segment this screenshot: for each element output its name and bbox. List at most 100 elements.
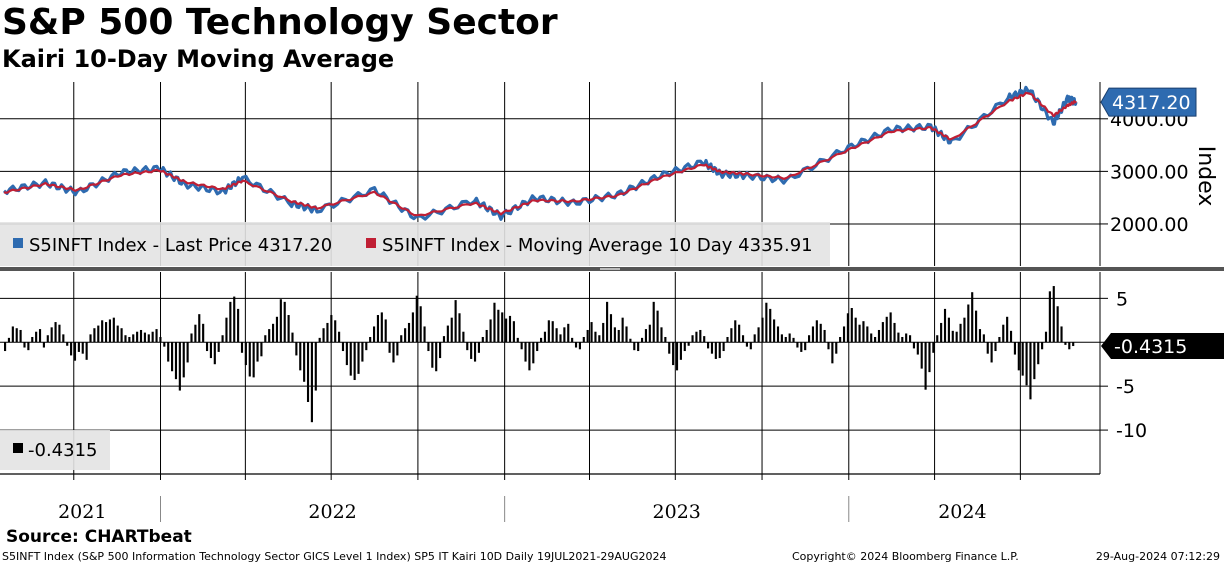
kairi-bar: [19, 329, 22, 343]
kairi-bar: [178, 342, 181, 391]
kairi-bar: [171, 342, 174, 372]
kairi-bar: [27, 342, 30, 351]
kairi-bar: [629, 338, 632, 343]
kairi-bar: [349, 342, 352, 376]
kairi-bar: [905, 333, 908, 343]
bottom-panel-bars: [4, 286, 1075, 423]
kairi-bar: [1017, 342, 1020, 371]
kairi-bar: [637, 342, 640, 352]
kairi-bar: [423, 326, 426, 343]
kairi-bar: [625, 326, 628, 343]
kairi-bar: [940, 322, 943, 343]
kairi-bar: [42, 342, 45, 348]
kairi-bar: [547, 320, 550, 343]
kairi-bar: [1002, 324, 1005, 343]
kairi-bar: [811, 326, 815, 343]
kairi-bar: [147, 334, 150, 343]
kairi-bar: [268, 329, 271, 343]
kairi-bar: [54, 322, 57, 343]
kairi-bar: [190, 333, 193, 343]
x-year-label-2024: 2024: [938, 501, 986, 523]
kairi-bar: [205, 342, 209, 352]
series-line-moving-average: [3, 91, 1077, 217]
kairi-bar: [38, 329, 42, 343]
kairi-bar: [982, 334, 985, 343]
kairi-bar: [505, 318, 508, 343]
kairi-bar: [291, 332, 294, 343]
kairi-bar: [306, 342, 310, 402]
x-axis: 2021 2022 2023 2024: [0, 473, 1100, 523]
kairi-bar: [66, 342, 69, 346]
kairi-bar: [726, 336, 729, 343]
kairi-bar: [470, 342, 473, 359]
kairi-bar: [975, 310, 978, 343]
kairi-bar: [431, 342, 434, 368]
panel-divider-grip[interactable]: [600, 268, 620, 270]
kairi-bar: [633, 342, 636, 351]
kairi-bar: [85, 342, 88, 360]
kairi-bar: [435, 342, 438, 372]
kairi-bar: [831, 342, 834, 364]
kairi-bar: [497, 309, 500, 343]
kairi-bar: [897, 332, 900, 343]
kairi-bar: [823, 329, 826, 343]
kairi-bar: [722, 342, 725, 352]
kairi-bar: [862, 321, 865, 343]
kairi-bar: [792, 337, 795, 343]
x-year-label-2021: 2021: [58, 501, 106, 523]
kairi-bar: [299, 342, 302, 371]
bottom-legend: -0.4315: [0, 430, 110, 470]
kairi-bar: [920, 342, 923, 369]
kairi-bar: [714, 342, 717, 359]
kairi-bar: [198, 314, 201, 343]
kairi-bar: [318, 337, 321, 343]
kairi-bar: [365, 342, 368, 351]
kairi-bar: [741, 335, 745, 343]
kairi-bar: [932, 342, 935, 353]
kairi-bar: [369, 336, 372, 343]
kairi-bar: [738, 324, 741, 343]
kairi-bar: [330, 315, 333, 343]
kairi-bar: [644, 329, 648, 343]
kairi-bar: [870, 333, 873, 343]
kairi-bar: [23, 342, 26, 348]
kairi-bar: [1006, 316, 1009, 343]
bottom-ytick-label-2: -5: [1116, 376, 1135, 398]
last-price-tag: [1100, 87, 1197, 117]
kairi-bar: [959, 323, 962, 343]
kairi-bar: [493, 302, 496, 343]
kairi-bar: [233, 296, 236, 343]
kairi-bar: [279, 299, 282, 343]
kairi-bar: [50, 327, 53, 343]
kairi-bar: [46, 335, 49, 343]
kairi-bar: [4, 342, 7, 352]
kairi-bar: [143, 332, 146, 343]
kairi-bar: [93, 328, 96, 343]
kairi-bar: [341, 342, 345, 352]
kairi-bar: [710, 342, 714, 354]
kairi-bar: [516, 337, 519, 343]
kairi-bar: [35, 331, 38, 343]
legend-label-last-price: S5INFT Index - Last Price 4317.20: [29, 235, 332, 256]
kairi-bar: [101, 320, 104, 343]
kairi-bar: [916, 342, 919, 355]
kairi-bar: [481, 336, 484, 343]
kairi-bar: [912, 342, 916, 349]
kairi-bar: [512, 321, 515, 343]
top-ytick-label-1: 3000.00: [1110, 161, 1189, 183]
kairi-bar: [990, 342, 993, 363]
kairi-bar: [668, 342, 671, 354]
kairi-bar: [202, 323, 205, 343]
kairi-bar: [835, 342, 838, 354]
kairi-bar: [163, 342, 166, 347]
kairi-bar: [132, 334, 135, 343]
kairi-bar: [943, 308, 947, 343]
kairi-bar: [248, 342, 251, 377]
kairi-bar: [454, 300, 457, 343]
kairi-bar: [664, 336, 667, 343]
kairi-bar: [804, 342, 807, 351]
kairi-bar: [936, 335, 939, 343]
kairi-bar: [396, 342, 399, 356]
kairi-bar: [167, 342, 170, 362]
